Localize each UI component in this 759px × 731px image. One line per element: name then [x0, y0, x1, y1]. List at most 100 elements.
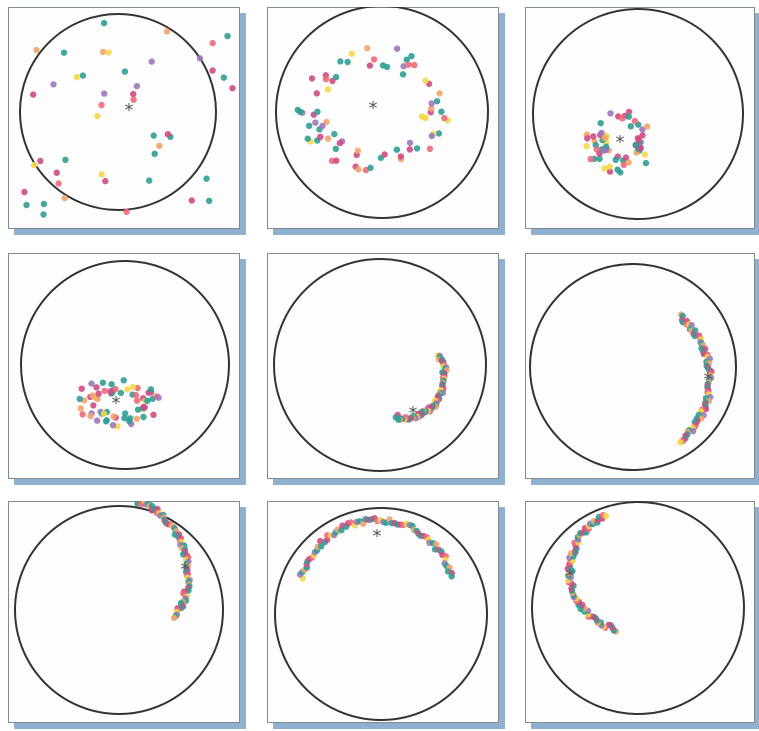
point-dot — [224, 32, 231, 40]
point-dot — [331, 130, 338, 138]
point-dot — [21, 188, 28, 196]
point-dot — [317, 133, 324, 140]
point-dot — [312, 119, 319, 126]
point-dot — [196, 55, 204, 62]
center-marker: * — [369, 98, 378, 119]
point-dot — [164, 131, 172, 138]
point-dot — [229, 85, 236, 92]
center-marker: * — [409, 403, 418, 424]
point-dot — [317, 537, 324, 545]
point-dot — [23, 201, 30, 209]
point-dot — [400, 63, 407, 70]
point-dot — [441, 114, 448, 122]
point-dot — [625, 108, 633, 116]
panel-2: * — [267, 7, 505, 235]
boundary-circle — [275, 7, 489, 219]
point-dot — [367, 164, 374, 171]
center-marker: * — [181, 559, 190, 580]
point-dot — [99, 379, 107, 386]
point-dot — [101, 90, 108, 97]
point-dot — [596, 150, 603, 157]
boundary-circle — [19, 13, 217, 211]
center-marker: * — [566, 566, 575, 587]
point-dot — [130, 96, 137, 103]
point-dot — [102, 177, 109, 185]
point-dot — [88, 380, 95, 387]
point-dot — [324, 86, 332, 93]
point-dot — [313, 90, 320, 97]
point-dot — [53, 169, 60, 176]
point-dot — [612, 156, 619, 163]
point-dot — [314, 108, 321, 116]
point-dot — [151, 150, 158, 157]
point-dot — [426, 145, 434, 152]
point-dot — [130, 90, 137, 98]
point-dot — [308, 75, 316, 82]
panel-9: * — [525, 501, 759, 729]
point-dot — [150, 132, 157, 139]
point-dot — [30, 91, 37, 98]
point-dot — [333, 157, 340, 164]
point-dot — [370, 56, 378, 63]
point-dot — [428, 132, 435, 140]
point-dot — [422, 114, 429, 122]
point-dot — [206, 197, 213, 204]
point-dot — [428, 100, 435, 107]
point-dot — [318, 543, 325, 550]
point-dot — [126, 415, 134, 422]
point-dot — [433, 541, 440, 548]
panel-8-canvas: * — [274, 507, 488, 721]
point-dot — [147, 386, 155, 393]
point-dot — [393, 45, 401, 52]
point-dot — [98, 101, 105, 109]
point-dot — [641, 151, 648, 158]
point-dot — [403, 56, 410, 63]
point-dot — [79, 72, 87, 79]
panel-8: * — [267, 501, 505, 729]
center-marker: * — [112, 393, 121, 414]
point-dot — [322, 75, 330, 83]
panel-6-canvas: * — [529, 263, 737, 471]
point-dot — [55, 180, 62, 187]
panel-2-canvas: * — [275, 7, 489, 219]
point-dot — [294, 106, 301, 114]
point-dot — [406, 139, 414, 147]
point-dot — [435, 130, 443, 137]
point-dot — [33, 46, 40, 54]
point-dot — [134, 406, 142, 413]
point-dot — [332, 145, 339, 152]
boundary-circle — [14, 505, 224, 715]
point-dot — [109, 422, 117, 429]
point-dot — [433, 98, 441, 105]
point-dot — [323, 536, 331, 544]
point-dot — [597, 120, 604, 127]
point-dot — [124, 386, 131, 393]
point-dot — [601, 165, 608, 172]
point-dot — [336, 139, 343, 147]
point-dot — [120, 377, 127, 384]
point-dot — [220, 74, 227, 81]
point-dot — [73, 73, 81, 81]
boundary-circle — [531, 501, 745, 715]
point-dot — [639, 126, 646, 133]
boundary-circle — [20, 260, 230, 470]
point-dot — [123, 208, 130, 215]
point-dot — [602, 512, 610, 520]
point-dot — [448, 573, 455, 580]
point-dot — [110, 413, 117, 420]
point-dot — [121, 68, 129, 75]
center-marker: * — [125, 100, 134, 121]
point-dot — [140, 413, 147, 421]
point-dot — [40, 200, 48, 208]
point-dot — [319, 122, 326, 130]
point-dot — [324, 135, 332, 142]
point-dot — [631, 117, 639, 125]
point-dot — [607, 110, 614, 117]
panel-9-canvas: * — [531, 501, 745, 715]
panel-3-canvas: * — [532, 8, 744, 220]
point-dot — [344, 58, 351, 66]
point-dot — [428, 105, 435, 112]
point-dot — [397, 153, 405, 160]
point-dot — [677, 439, 684, 446]
